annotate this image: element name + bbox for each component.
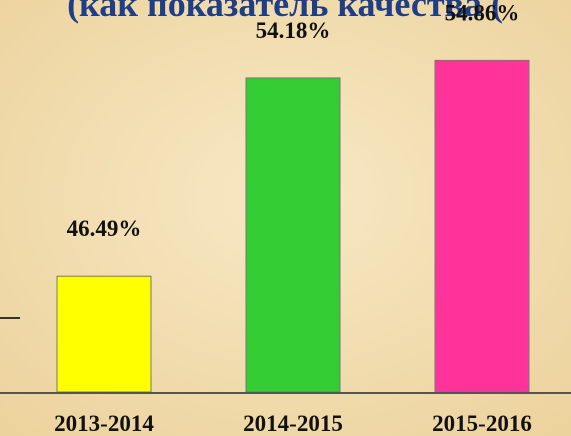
x-tick-label: 2014-2015 xyxy=(243,411,343,436)
bar xyxy=(434,59,530,393)
bar xyxy=(245,77,341,393)
x-tick-label: 2013-2014 xyxy=(54,411,154,436)
bar xyxy=(56,275,152,393)
data-label: 54.18% xyxy=(256,18,331,43)
x-tick-label: 2015-2016 xyxy=(432,411,532,436)
data-label: 46.49% xyxy=(67,216,142,241)
data-label: 54.86% xyxy=(445,0,520,25)
chart-title: (как показатель качества ( xyxy=(67,0,503,24)
